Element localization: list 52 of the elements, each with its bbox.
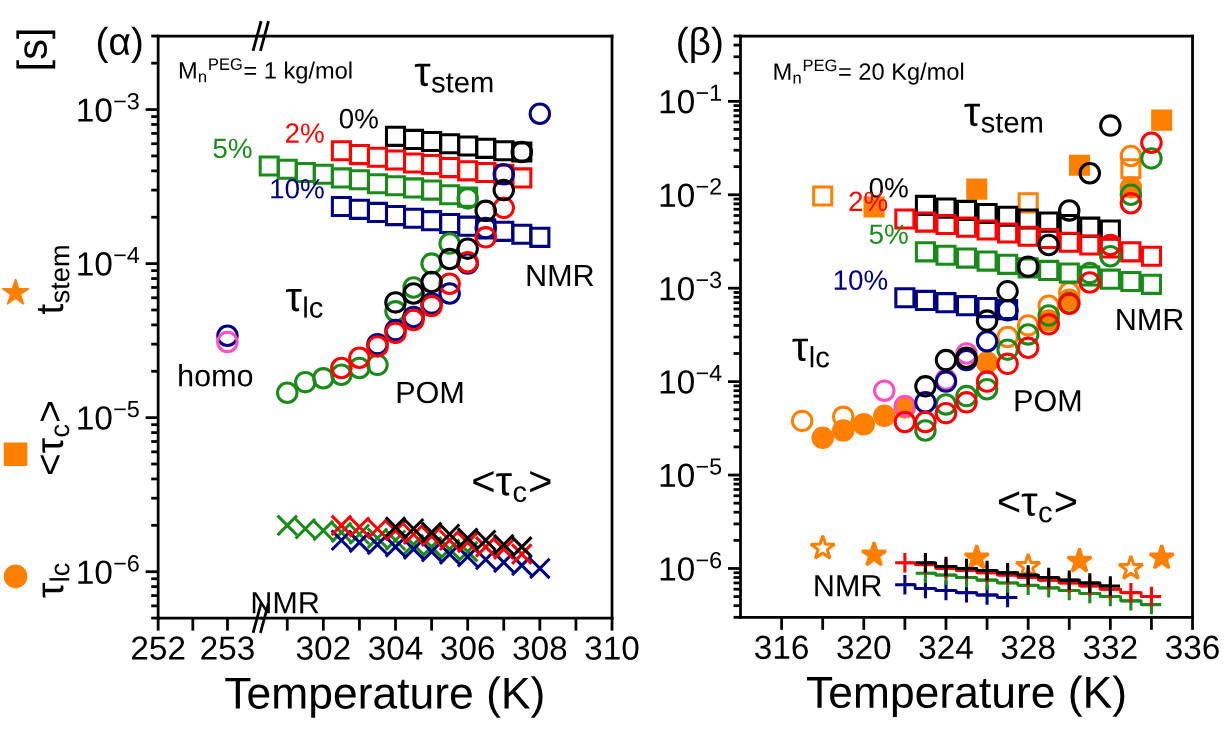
series-label: 5% [213, 138, 252, 159]
annotation: homo [179, 364, 253, 387]
annotation: NMR [527, 265, 594, 287]
y-tick-label: 10$^{−5}$ [660, 458, 722, 488]
x-tick-label: 316 [755, 635, 808, 660]
annotation: <τ$_{c}$> [998, 491, 1077, 523]
y-tick-label: 10$^{−5}$ [78, 401, 139, 430]
text: (β) [678, 26, 722, 63]
x-tick-label: 324 [919, 635, 973, 660]
text: (α) [97, 26, 142, 63]
x-tick-label: 310 [585, 636, 639, 660]
x-tick-label: 306 [441, 636, 495, 660]
x-tick-label: 332 [1083, 635, 1137, 660]
y-tick-label: 10$^{−3}$ [78, 92, 139, 122]
series-label: 2% [285, 123, 324, 143]
y-tick-label: 10$^{−2}$ [660, 178, 721, 208]
x-axis-title: Temperature (K) [806, 675, 1125, 717]
x-tick-label: 304 [368, 636, 423, 660]
annotation: τ$_{lc}$ [792, 338, 830, 368]
annotation: <τ$_{c}$> [473, 470, 551, 503]
series-label: 10% [271, 178, 324, 199]
y-axis-title: [s] [16, 30, 56, 69]
series-label: 5% [869, 224, 908, 245]
y-tick-label: 10$^{−4}$ [660, 365, 722, 394]
annotation: NMR [252, 592, 319, 614]
y-tick-label: 10$^{−3}$ [660, 271, 722, 301]
annotation: τ$_{stem}$ [964, 103, 1042, 133]
legend-label: t$_{stem}$ [37, 246, 70, 314]
annotation: NMR [1117, 308, 1183, 330]
y-tick-label: 10$^{−6}$ [660, 551, 722, 581]
annotation: POM [1015, 389, 1081, 412]
x-tick-label: 336 [1166, 635, 1219, 660]
x-tick-label: 320 [837, 635, 891, 660]
series-label: 0% [339, 108, 378, 129]
legend-label: τ$_{lc}$ [42, 563, 70, 598]
y-tick-label: 10$^{−1}$ [660, 84, 721, 114]
annotation: τ$_{stem}$ [414, 63, 493, 93]
x-tick-label: 252 [132, 636, 185, 660]
x-tick-label: 302 [296, 636, 350, 660]
annotation: NMR [815, 575, 882, 597]
series-label: 10% [834, 270, 888, 290]
x-axis-title: Temperature (K) [225, 676, 543, 718]
y-tick-label: 10$^{−4}$ [78, 247, 140, 276]
annotation: M$_{n}$$^{PEG}$= 1 kg/mol [179, 58, 352, 84]
annotation: M$_{n}$$^{PEG}$= 20 Kg/mol [774, 59, 964, 85]
annotation: POM [397, 381, 463, 404]
legend-label: <τ$_{c}$> [40, 402, 70, 475]
x-tick-label: 308 [513, 636, 567, 660]
annotation: τ$_{lc}$ [286, 288, 323, 318]
x-tick-label: 253 [201, 636, 254, 660]
x-tick-label: 328 [1001, 635, 1055, 660]
y-tick-label: 10$^{−6}$ [78, 555, 139, 585]
